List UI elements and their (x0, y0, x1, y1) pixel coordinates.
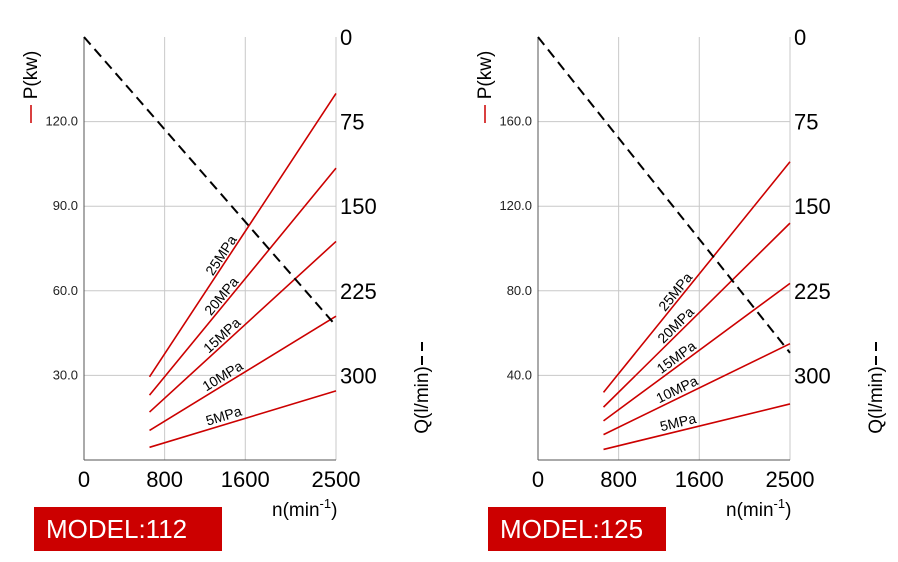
y-right-tick-label: 0 (340, 25, 352, 50)
x-axis-label-exponent: -1 (774, 496, 786, 511)
chart-model-112: 120.0 90.0 60.0 30.0 0 75 150 225 300 0 800 1600 250… (21, 25, 433, 521)
x-axis-label-base: n(min (726, 500, 774, 521)
x-tick-label: 1600 (221, 467, 270, 492)
y-left-axis-label: P(kw) (475, 51, 496, 100)
y-right-tick-label: 150 (794, 194, 831, 219)
x-tick-label: 2500 (766, 467, 815, 492)
model-label: MODEL:112 (46, 514, 188, 544)
power-line-20mpa (602, 222, 791, 408)
power-line-25mpa (602, 161, 791, 393)
y-right-tick-label: 75 (794, 110, 818, 135)
power-line-5mpa (603, 403, 791, 451)
y-left-tick-label: 120.0 (499, 198, 532, 213)
power-line-10mpa (149, 315, 337, 432)
y-left-axis-label: P(kw) (21, 51, 42, 100)
power-line-25mpa (148, 92, 337, 378)
y-right-tick-label: 225 (794, 279, 831, 304)
x-tick-label: 0 (532, 467, 544, 492)
x-tick-label: 1600 (675, 467, 724, 492)
y-right-axis-label: Q(l/min) (412, 366, 433, 434)
y-left-tick-label: 120.0 (45, 114, 78, 129)
power-line-label: 15MPa (654, 337, 699, 376)
x-tick-label: 0 (78, 467, 90, 492)
power-line-label: 15MPa (200, 314, 244, 356)
power-line-10mpa (603, 342, 791, 436)
y-right-tick-label: 75 (340, 110, 364, 135)
x-axis-label-end: ) (331, 500, 337, 521)
power-line-label: 25MPa (655, 269, 695, 314)
y-right-tick-label: 300 (794, 363, 831, 388)
x-tick-label: 2500 (312, 467, 361, 492)
x-tick-label: 800 (146, 467, 183, 492)
power-line-label: 25MPa (202, 232, 240, 278)
power-line-20mpa (148, 167, 337, 396)
y-left-tick-label: 30.0 (53, 367, 78, 382)
model-label: MODEL:125 (500, 514, 644, 544)
x-axis-label: n(min-1) (726, 496, 791, 521)
flow-line (537, 36, 791, 354)
y-right-tick-label: 300 (340, 363, 377, 388)
chart-model-125: 160.0 120.0 80.0 40.0 0 75 150 225 300 0 800 1600 25… (475, 25, 887, 521)
power-line-15mpa (148, 240, 337, 413)
flow-line (83, 36, 337, 327)
x-axis-label-end: ) (785, 500, 791, 521)
y-left-tick-label: 40.0 (507, 367, 532, 382)
power-line-15mpa (603, 282, 791, 422)
y-left-tick-label: 90.0 (53, 198, 78, 213)
y-left-tick-label: 160.0 (499, 114, 532, 129)
power-line-label: 10MPa (653, 372, 700, 406)
x-axis-label-exponent: -1 (320, 496, 332, 511)
power-line-5mpa (149, 390, 337, 449)
model-badge-125: MODEL:125 (488, 507, 666, 551)
y-right-axis-label: Q(l/min) (866, 366, 887, 434)
y-right-tick-label: 0 (794, 25, 806, 50)
y-right-tick-label: 225 (340, 279, 377, 304)
power-line-label: 20MPa (201, 274, 242, 319)
y-left-tick-label: 60.0 (53, 283, 78, 298)
x-axis-label: n(min-1) (272, 496, 337, 521)
x-tick-label: 800 (600, 467, 637, 492)
x-axis-label-base: n(min (272, 500, 320, 521)
y-left-tick-label: 80.0 (507, 283, 532, 298)
y-right-tick-label: 150 (340, 194, 377, 219)
model-badge-112: MODEL:112 (34, 507, 222, 551)
